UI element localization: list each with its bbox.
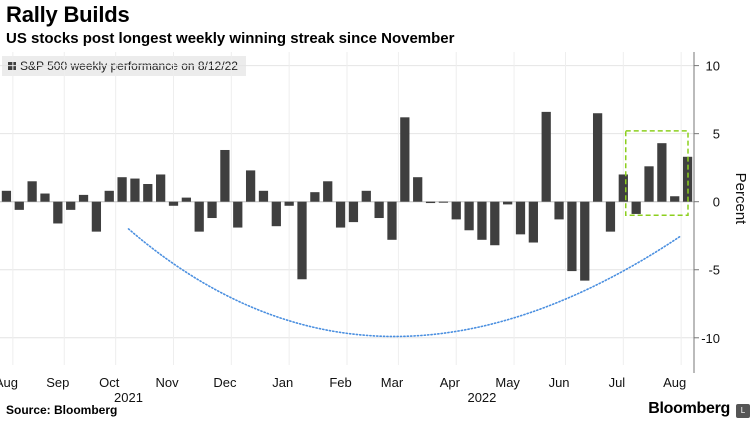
bar [14,201,24,210]
x-month-label: Nov [156,375,180,390]
x-month-label: Aug [0,375,18,390]
chart-title: Rally Builds [6,2,130,27]
x-year-label: 2021 [114,390,143,405]
bar [438,201,449,203]
bar [503,201,513,205]
x-year-label: 2022 [467,390,496,405]
y-tick-label: 0 [713,195,720,210]
bar [413,177,423,202]
bar [682,156,693,202]
bloomberg-logo: Bloomberg [648,400,730,417]
y-tick-label: 10 [706,59,720,74]
bar [194,201,204,232]
bar [207,201,217,219]
bar [567,201,577,272]
bar [451,201,461,220]
bar [657,143,667,202]
trend-curve [127,228,682,338]
bar [258,190,269,202]
x-month-label: Oct [99,375,120,390]
x-month-label: Feb [329,375,351,390]
y-axis-label: Percent [732,173,749,226]
bar [477,201,487,240]
y-tick-label: -10 [701,331,720,346]
bar [464,201,474,231]
bar [53,201,63,224]
bar [271,201,281,227]
bar [168,201,179,206]
x-month-label: Apr [440,375,461,390]
bar [387,201,397,240]
x-month-label: May [495,375,520,390]
bar [374,201,384,219]
bar [631,201,641,214]
bar [245,170,256,202]
streak-highlight-box [624,130,689,217]
bar [66,201,76,210]
x-month-label: Dec [213,375,237,390]
bar [348,201,359,223]
bar [130,178,140,202]
bar [143,184,153,202]
bar [40,193,50,202]
bar [181,197,191,202]
bar [605,201,616,232]
bar [580,201,590,281]
bar [425,201,436,204]
bar [104,190,114,202]
bar [323,181,333,202]
bar [91,201,102,232]
y-tick-label: 5 [713,127,720,142]
bar [220,149,230,202]
bar [361,190,371,202]
bar [335,201,346,228]
chart-subtitle: US stocks post longest weekly winning st… [6,30,455,47]
bar [297,201,307,280]
source-note: Source: Bloomberg [6,403,118,417]
bar [644,166,654,202]
x-month-label: Jul [609,375,626,390]
x-month-label: Jan [272,375,293,390]
bloomberg-badge-icon: L [736,404,750,418]
bar [515,201,526,235]
x-month-label: Jun [549,375,570,390]
bar [541,111,551,202]
bar [592,113,603,202]
bar [310,192,320,202]
x-month-label: Sep [46,375,69,390]
bar [27,181,37,202]
bar [670,196,680,202]
bar [78,194,89,202]
bar [1,190,12,202]
bar [400,117,410,202]
bar [554,201,564,220]
x-month-label: Mar [381,375,404,390]
bar [156,174,166,202]
bar [490,201,500,246]
y-tick-label: -5 [708,263,720,278]
bar [618,174,628,202]
bar [528,201,538,243]
bar [233,201,243,228]
bar [284,201,294,206]
bar [117,177,127,202]
x-month-label: Aug [663,375,686,390]
